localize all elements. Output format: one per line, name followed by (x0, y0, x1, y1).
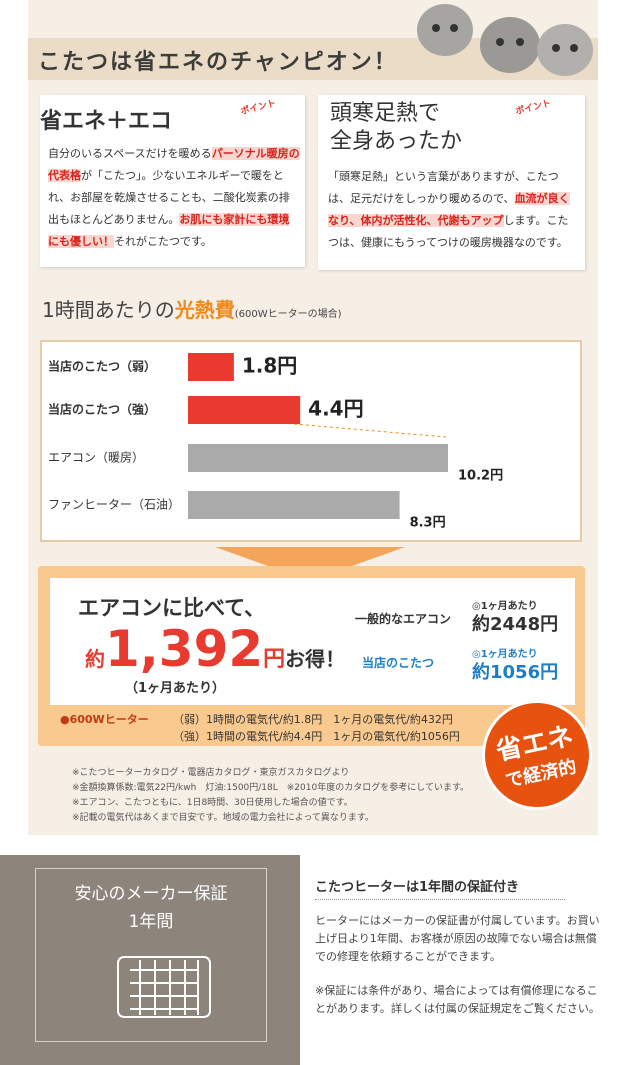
body-text: します。こたつは、健康にもうってつけの暖房機器なのです。 (328, 214, 569, 249)
heater-label: ●600Wヒーター (60, 713, 149, 726)
heater-row: （弱）1時間の電気代/約1.8円 1ヶ月の電気代/約432円 (173, 713, 453, 726)
suffix: お得！ (285, 647, 346, 671)
body-text: 自分のいるスペースだけを暖める (48, 147, 212, 160)
warranty-text: ヒーターにはメーカーの保証書が付属しています。お買い上げ日より1年間、お客様が原… (315, 912, 605, 1034)
heater-rows: （弱）1時間の電気代/約1.8円 1ヶ月の電気代/約432円 （強）1時間の電気代… (173, 711, 460, 745)
footnote: ※エアコン、こたつともに、1日8時間、30日使用した場合の値です。 (72, 798, 353, 808)
point-body: 自分のいるスペースだけを暖めるパーソナル暖房の代表格が「こたつ」。少ないエネルギ… (48, 142, 300, 252)
title-line: 1年間 (128, 912, 174, 932)
bar (188, 396, 301, 424)
value-label: 8.3円 (410, 516, 446, 531)
chart-title: 1時間あたりの光熱費(600Wヒーターの場合) (42, 294, 342, 323)
value-label: 4.4円 (308, 397, 363, 421)
warranty-frame (35, 868, 267, 1042)
amount: 1,392 (105, 620, 264, 678)
bar (188, 353, 234, 381)
compare-label: 当店のこたつ (362, 656, 435, 670)
heater-icon (117, 956, 211, 1018)
body-text: それがこたつです。 (114, 235, 212, 248)
header-title: こたつは省エネのチャンピオン！ (38, 50, 398, 75)
point-title: 頭寒足熱で全身あったか (330, 100, 462, 156)
compare-value: 約1056円 (472, 662, 559, 683)
value-label: 10.2円 (458, 469, 503, 484)
category-label: 当店のこたつ（強） (48, 402, 156, 417)
compare-period: ◎1ヶ月あたり (472, 601, 538, 612)
category-label: ファンヒーター（石油） (48, 498, 180, 512)
value-label: 1.8円 (242, 354, 297, 378)
warranty-paragraph: ヒーターにはメーカーの保証書が付属しています。お買い上げ日より1年間、お客様が原… (315, 914, 600, 963)
footnote: ※記載の電気代はあくまで目安です。地域の電力会社によって異なります。 (72, 813, 375, 823)
chart-subtitle: (600Wヒーターの場合) (234, 309, 342, 320)
savings-lead: エアコンに比べて、 (78, 596, 266, 620)
savings-amount: 約1,392円お得！ (85, 620, 345, 678)
heater-row: （強）1時間の電気代/約4.4円 1ヶ月の電気代/約1056円 (173, 730, 460, 743)
category-label: エアコン（暖房） (48, 450, 144, 465)
body-text: 「頭寒足熱」という言葉がありますが、こたつは、足元だけをしっかり暖めるので、 (328, 170, 559, 205)
title-line: 頭寒足熱で (330, 101, 441, 126)
body-text: が「こたつ」。少ないエネルギーで暖をとれ、お部屋を乾燥させることも、二酸化炭素の… (48, 169, 290, 226)
savings-inner (50, 578, 575, 705)
footnote: ※こたつヒーターカタログ・電器店カタログ・東京ガスカタログより (72, 768, 350, 778)
compare-period: ◎1ヶ月あたり (472, 649, 538, 660)
down-arrow (215, 547, 405, 581)
title-line: 安心のメーカー保証 (74, 884, 228, 904)
warranty-title: 安心のメーカー保証 1年間 (35, 880, 267, 936)
footnote: ※金額換算係数:電気22円/kwh 灯油:1500円/18L ※2010年度のカ… (72, 783, 470, 793)
warranty-paragraph: ※保証には条件があり、場合によっては有償修理になることがあります。詳しくは付属の… (315, 984, 600, 1015)
point-box (318, 95, 585, 270)
title-highlight: 光熱費 (174, 298, 235, 322)
footnotes: ※こたつヒーターカタログ・電器店カタログ・東京ガスカタログより ※金額換算係数:電… (72, 766, 469, 826)
point-body: 「頭寒足熱」という言葉がありますが、こたつは、足元だけをしっかり暖めるので、血流… (328, 165, 578, 253)
prefix: 約 (85, 647, 105, 671)
unit: 円 (263, 647, 286, 672)
period: （1ヶ月あたり） (125, 681, 226, 696)
bar (188, 491, 400, 519)
point-title: 省エネ＋エコ (40, 109, 173, 134)
category-label: 当店のこたつ（弱） (48, 359, 156, 374)
cats-illustration (417, 4, 593, 76)
bar (188, 444, 448, 472)
compare-value: 約2448円 (472, 614, 559, 635)
title-line: 全身あったか (330, 129, 463, 154)
warranty-heading: こたつヒーターは1年間の保証付き (315, 876, 565, 900)
warranty-panel (0, 855, 300, 1065)
compare-label: 一般的なエアコン (355, 612, 452, 626)
title-text: 1時間あたりの (42, 298, 175, 322)
